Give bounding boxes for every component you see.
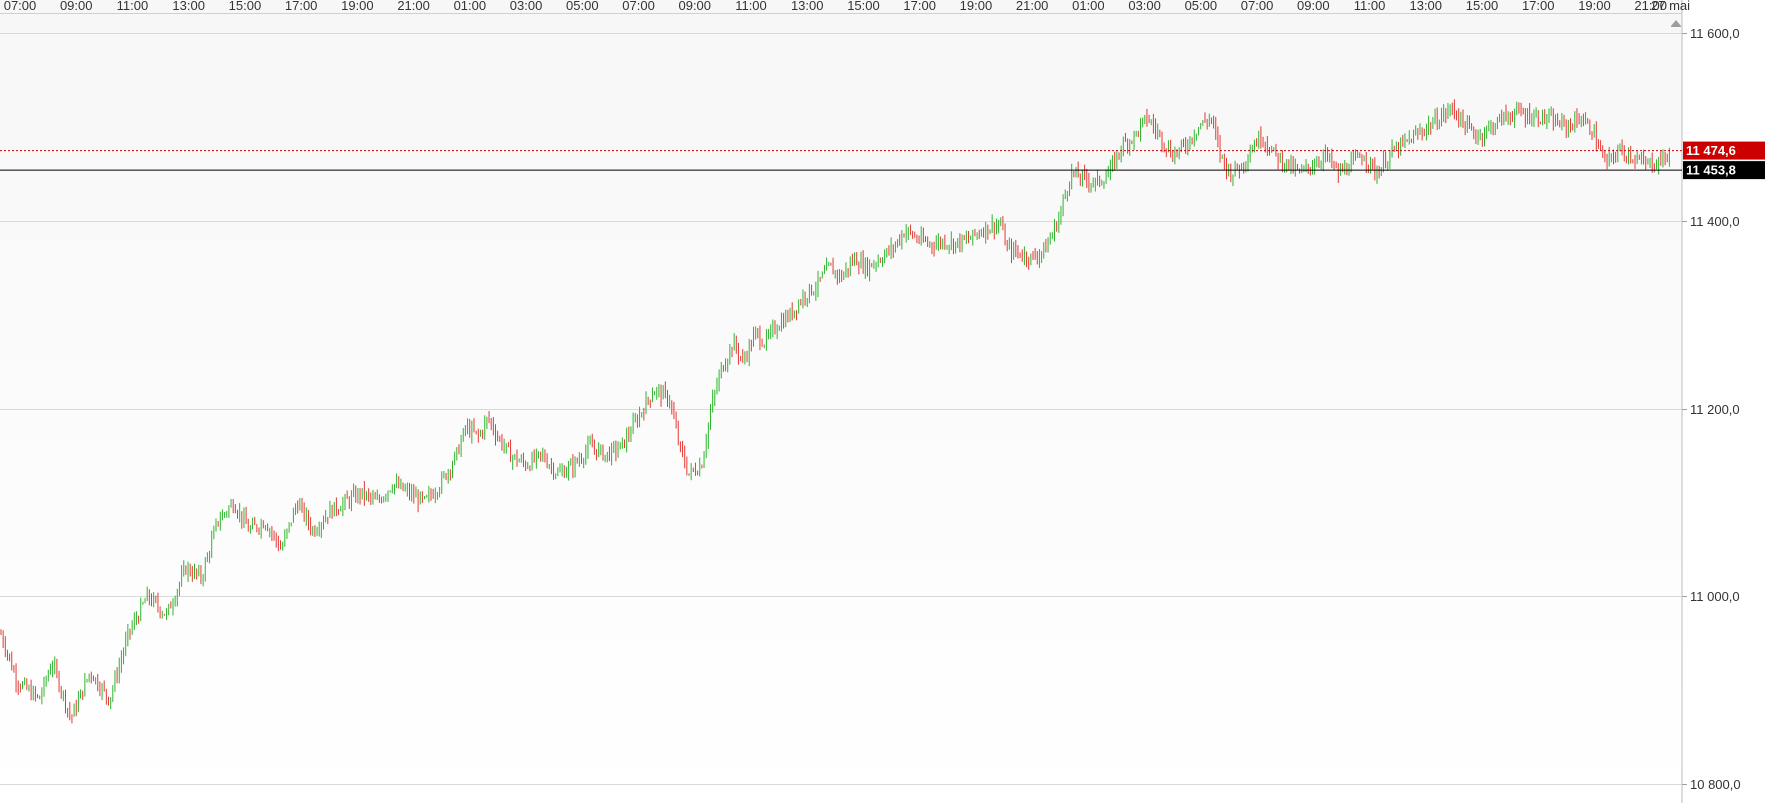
price-marker-label: 11 453,8: [1686, 163, 1736, 178]
time-tick-label: 17:00: [903, 0, 936, 13]
price-marker-badge: 11 453,8: [1683, 161, 1765, 180]
time-tick-label: 05:00: [1185, 0, 1218, 13]
time-tick-label: 03:00: [510, 0, 543, 13]
time-tick-label: 05:00: [566, 0, 599, 13]
grid-lines: [0, 33, 1682, 785]
time-tick-label: 17:00: [285, 0, 318, 13]
time-tick-label: 09:00: [678, 0, 711, 13]
price-marker-label: 11 474,6: [1686, 143, 1736, 158]
scroll-home-icon[interactable]: [1671, 20, 1681, 27]
time-tick-label: 21:00: [1634, 0, 1667, 13]
time-tick-label: 01:00: [1072, 0, 1105, 13]
price-tick-label: 11 600,0: [1690, 26, 1740, 41]
time-tick-label: 07:00: [622, 0, 655, 13]
time-tick-label: 27 mai: [1651, 0, 1690, 13]
price-axis: 10 800,0 11 000,0 11 200,0 11 400,0 11 600,0: [1682, 26, 1741, 792]
time-tick-label: 09:00: [1297, 0, 1330, 13]
time-tick-label: 17:00: [1522, 0, 1555, 13]
price-tick-label: 10 800,0: [1690, 777, 1741, 792]
time-tick-label: 07:00: [1241, 0, 1274, 13]
time-axis: 07:00 09:00 11:00 13:00 15:00 17:00 19:00 21:00…: [4, 0, 1690, 13]
time-tick-label: 11:00: [735, 0, 767, 13]
time-tick-label: 01:00: [454, 0, 487, 13]
time-tick-label: 15:00: [847, 0, 880, 13]
time-tick-label: 07:00: [4, 0, 37, 13]
time-tick-label: 03:00: [1128, 0, 1161, 13]
price-tick-label: 11 000,0: [1690, 589, 1740, 604]
time-tick-label: 11:00: [1354, 0, 1386, 13]
price-tick-label: 11 200,0: [1690, 402, 1740, 417]
price-marker-bg: [1683, 161, 1765, 180]
time-tick-label: 13:00: [791, 0, 824, 13]
time-tick-label: 13:00: [172, 0, 205, 13]
time-tick-label: 13:00: [1409, 0, 1442, 13]
price-marker-bg: [1683, 141, 1765, 160]
plot-area: [0, 0, 1682, 803]
time-tick-label: 09:00: [60, 0, 93, 13]
price-markers: 11 474,6 11 453,8: [0, 141, 1765, 180]
time-tick-label: 19:00: [960, 0, 993, 13]
time-tick-label: 19:00: [1578, 0, 1611, 13]
time-tick-label: 21:00: [1016, 0, 1049, 13]
ohlc-bars: [0, 99, 1670, 724]
price-tick-label: 11 400,0: [1690, 214, 1740, 229]
price-marker-badge: 11 474,6: [1683, 141, 1765, 160]
time-tick-label: 15:00: [1466, 0, 1499, 13]
time-tick-label: 19:00: [341, 0, 374, 13]
time-tick-label: 15:00: [229, 0, 262, 13]
time-tick-label: 21:00: [397, 0, 430, 13]
time-tick-label: 11:00: [117, 0, 149, 13]
price-axis-area: [1682, 0, 1765, 803]
